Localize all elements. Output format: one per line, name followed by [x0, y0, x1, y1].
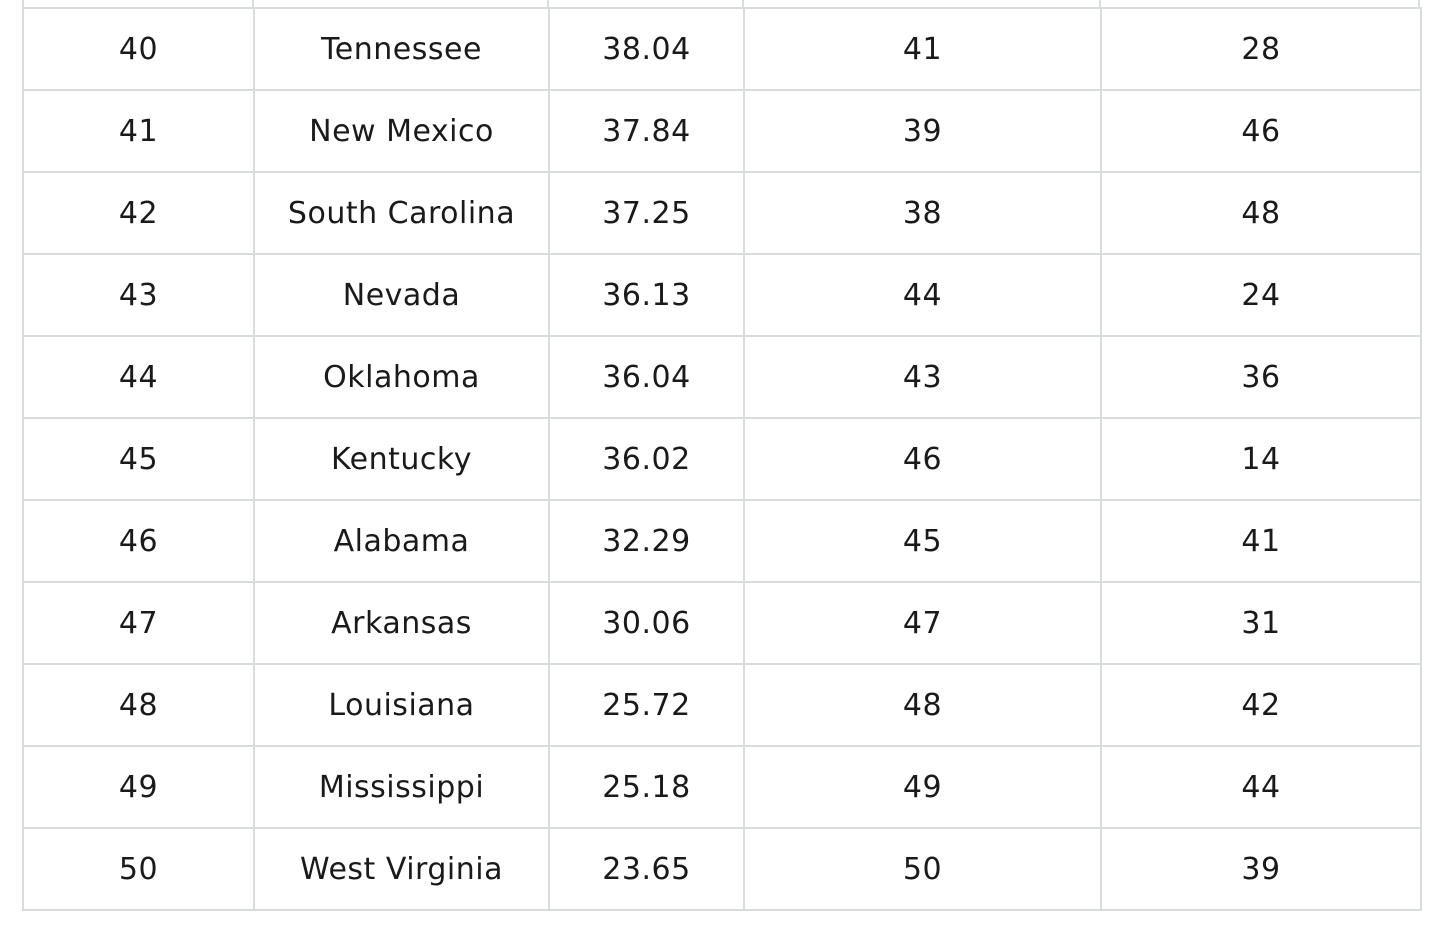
table-row: 48 Louisiana 25.72 48 42	[22, 663, 1422, 747]
table-cell: 36	[1100, 335, 1422, 419]
table-cell: 32.29	[548, 499, 745, 583]
table-cell: Kentucky	[253, 417, 550, 501]
table-cell: 39	[743, 89, 1102, 173]
table-cell: 46	[22, 499, 255, 583]
ranking-table: 40 Tennessee 38.04 41 28 41 New Mexico 37.84 39 4…	[22, 7, 1422, 911]
table-row: 45 Kentucky 36.02 46 14	[22, 417, 1422, 501]
table-cell: 50	[743, 827, 1102, 911]
table-cell: 30.06	[548, 581, 745, 665]
table-cell: 42	[22, 171, 255, 255]
partial-row	[22, 0, 1420, 8]
table-cell: 47	[743, 581, 1102, 665]
table-body: 40 Tennessee 38.04 41 28 41 New Mexico 37.84 39 4…	[22, 7, 1422, 911]
table-cell: 28	[1100, 7, 1422, 91]
table-cell: 37.25	[548, 171, 745, 255]
table-cell: 48	[22, 663, 255, 747]
table-cell: 36.04	[548, 335, 745, 419]
table-cell: 39	[1100, 827, 1422, 911]
table-cell: Arkansas	[253, 581, 550, 665]
table-cell: 49	[743, 745, 1102, 829]
table-cell: Nevada	[253, 253, 550, 337]
table-cell: 41	[22, 89, 255, 173]
table-row: 42 South Carolina 37.25 38 48	[22, 171, 1422, 255]
table-cell: 25.72	[548, 663, 745, 747]
table-row: 47 Arkansas 30.06 47 31	[22, 581, 1422, 665]
table-cell: 40	[22, 7, 255, 91]
table-row: 49 Mississippi 25.18 49 44	[22, 745, 1422, 829]
table-cell: 45	[743, 499, 1102, 583]
table-cell: Oklahoma	[253, 335, 550, 419]
table-row: 44 Oklahoma 36.04 43 36	[22, 335, 1422, 419]
table-cell: Tennessee	[253, 7, 550, 91]
table-cell: 38	[743, 171, 1102, 255]
table-cell: 14	[1100, 417, 1422, 501]
table-cell: 25.18	[548, 745, 745, 829]
table-cell: 44	[1100, 745, 1422, 829]
table-cell: 43	[22, 253, 255, 337]
table-cell: 49	[22, 745, 255, 829]
table-cell: 44	[743, 253, 1102, 337]
table-row: 50 West Virginia 23.65 50 39	[22, 827, 1422, 911]
table-cell: 24	[1100, 253, 1422, 337]
table-cell: 48	[1100, 171, 1422, 255]
table-cell: 42	[1100, 663, 1422, 747]
table-row: 43 Nevada 36.13 44 24	[22, 253, 1422, 337]
table-row: 46 Alabama 32.29 45 41	[22, 499, 1422, 583]
table-cell: 48	[743, 663, 1102, 747]
table-cell: West Virginia	[253, 827, 550, 911]
table-cell: 44	[22, 335, 255, 419]
table-cell: New Mexico	[253, 89, 550, 173]
table-cell: 41	[743, 7, 1102, 91]
table-cell: 46	[743, 417, 1102, 501]
table-cell: 50	[22, 827, 255, 911]
table-cell: 46	[1100, 89, 1422, 173]
table-cell: 37.84	[548, 89, 745, 173]
table-cell: 31	[1100, 581, 1422, 665]
table-cell: 41	[1100, 499, 1422, 583]
table-cell: Alabama	[253, 499, 550, 583]
table-cell: 45	[22, 417, 255, 501]
table-row: 41 New Mexico 37.84 39 46	[22, 89, 1422, 173]
table-cell: South Carolina	[253, 171, 550, 255]
table-cell: 36.13	[548, 253, 745, 337]
table-cell: 36.02	[548, 417, 745, 501]
table-cell: Mississippi	[253, 745, 550, 829]
table-cell: 23.65	[548, 827, 745, 911]
table-cell: 47	[22, 581, 255, 665]
table-row: 40 Tennessee 38.04 41 28	[22, 7, 1422, 91]
table-cell: 38.04	[548, 7, 745, 91]
table-cell: Louisiana	[253, 663, 550, 747]
table-cell: 43	[743, 335, 1102, 419]
